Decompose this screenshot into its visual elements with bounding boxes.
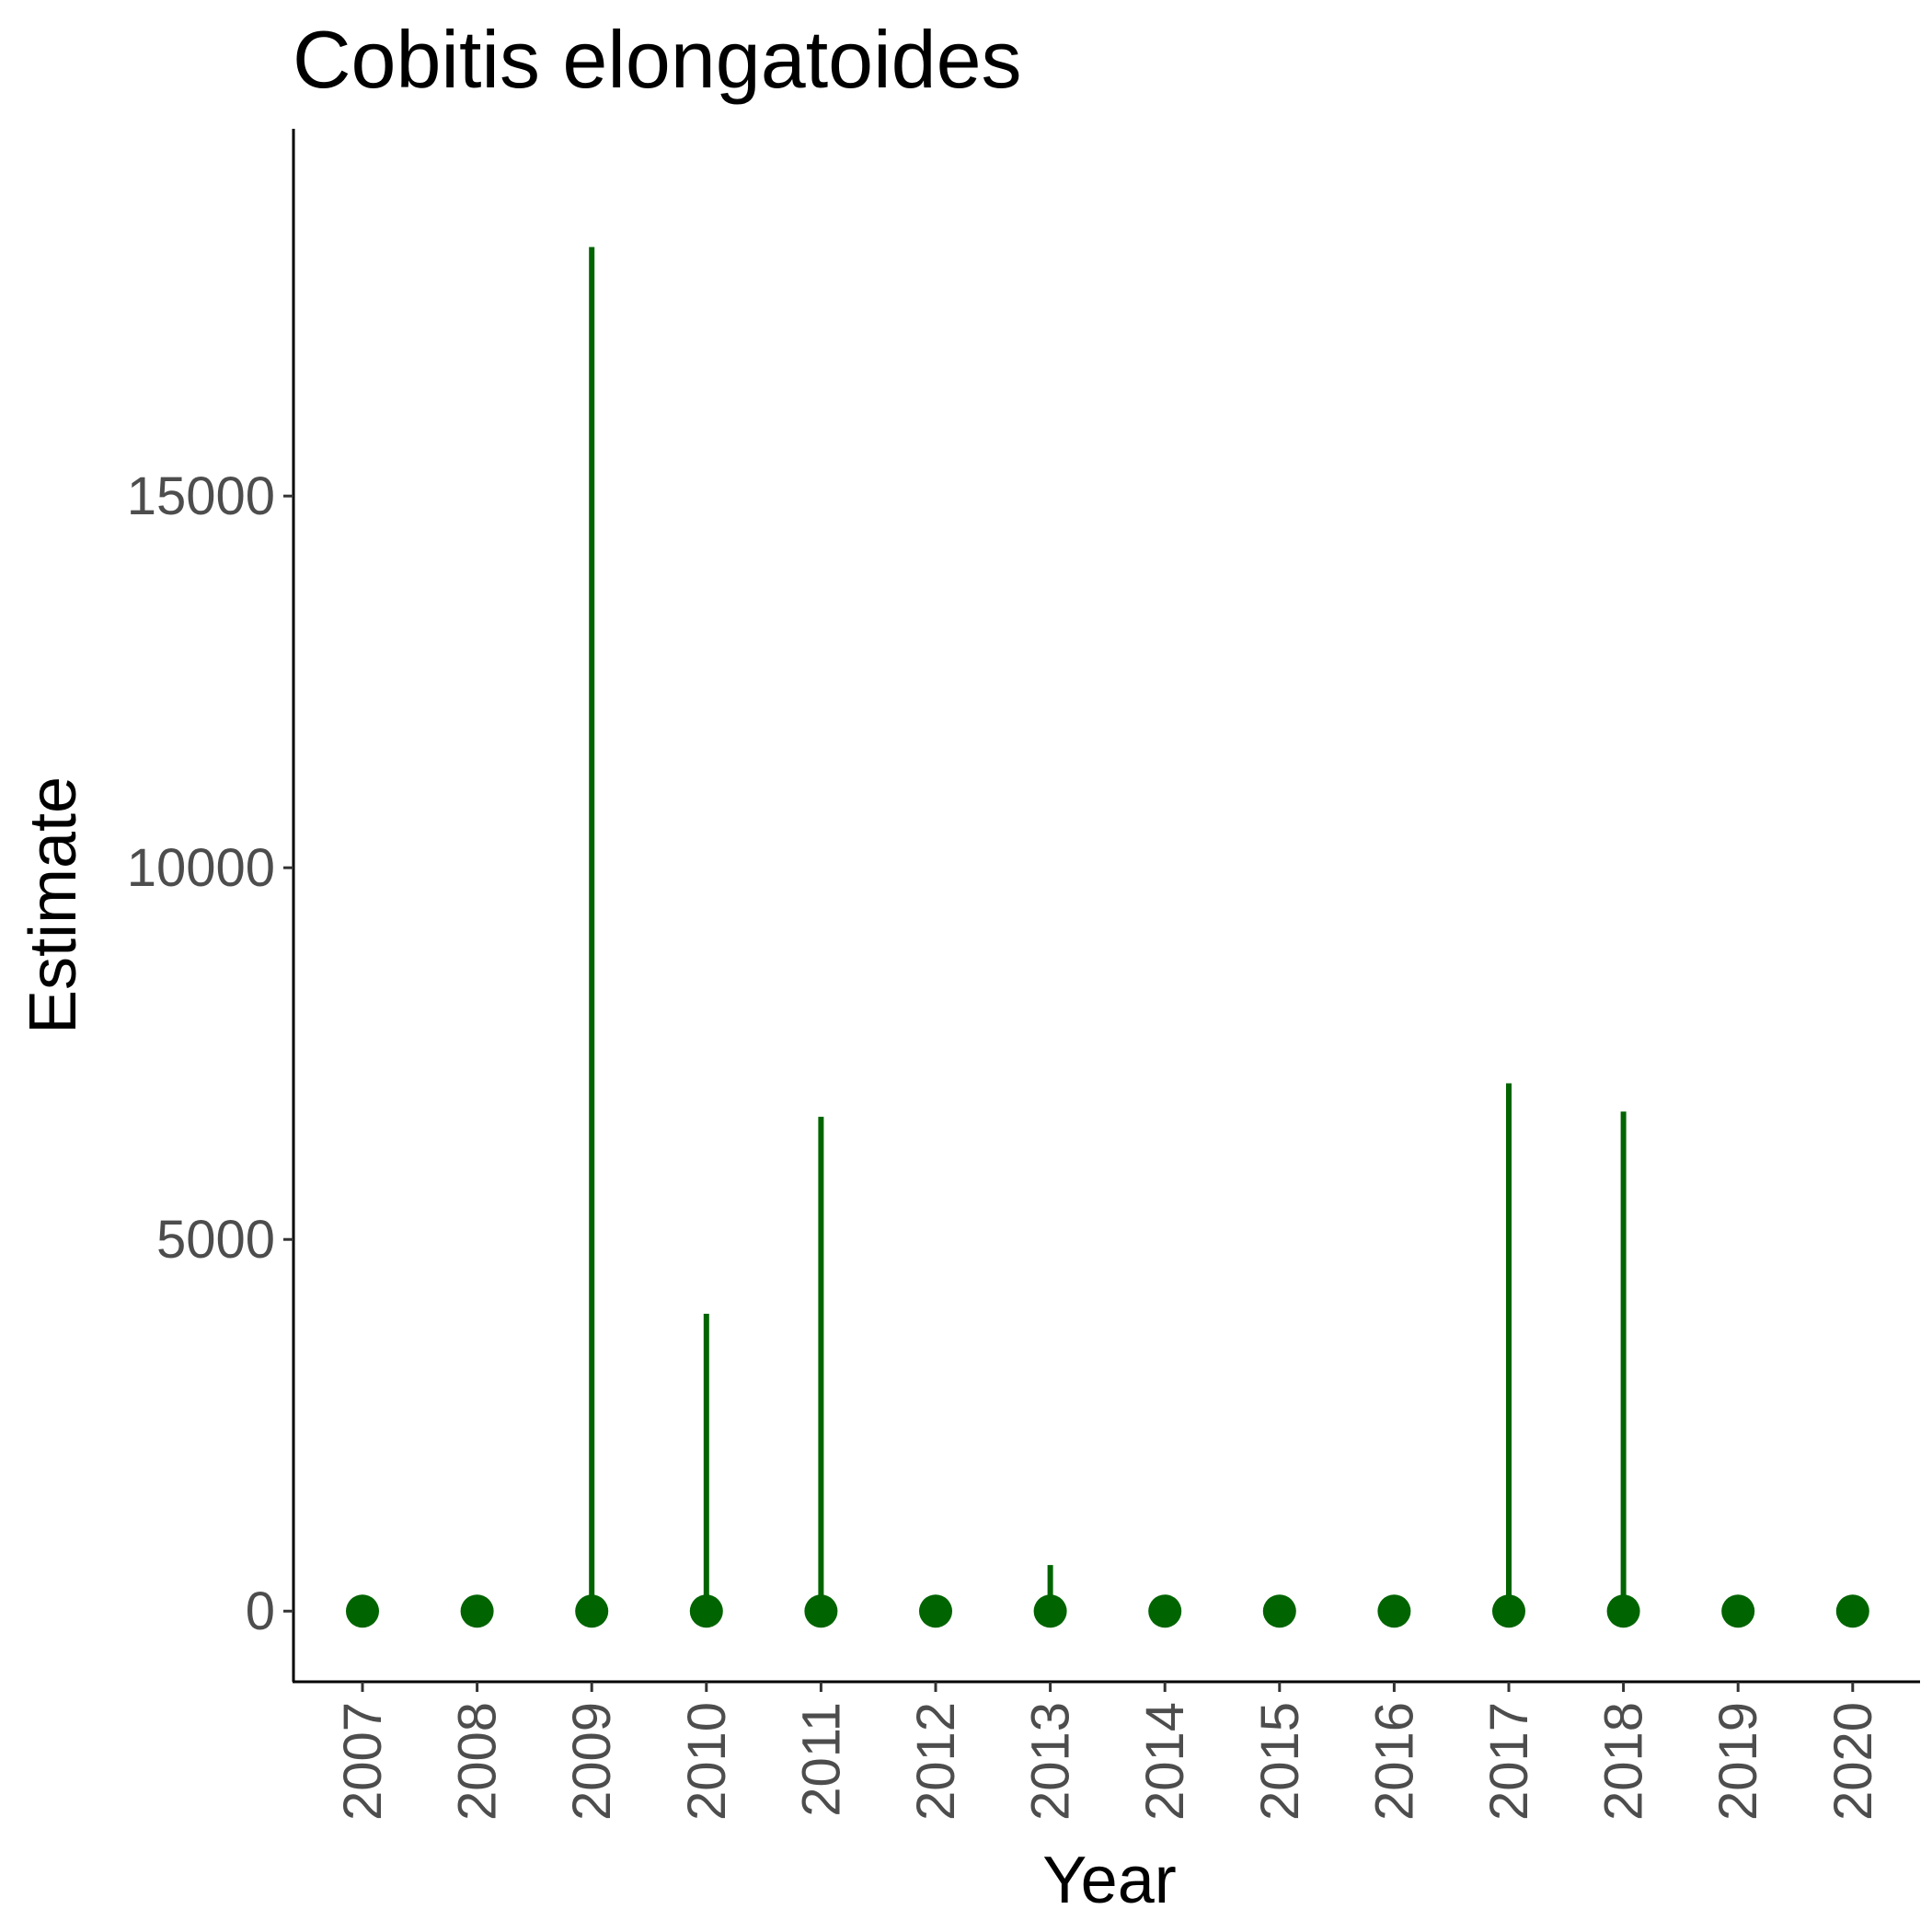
x-tick-label-2014: 2014	[1135, 1702, 1195, 1821]
x-tick-label-2019: 2019	[1708, 1702, 1768, 1821]
x-tick-label-2013: 2013	[1021, 1702, 1081, 1821]
x-tick-label-2011: 2011	[791, 1702, 851, 1817]
y-tick-label-15000: 15000	[127, 466, 275, 526]
point-2017	[1492, 1594, 1525, 1628]
plot-area	[346, 247, 1869, 1628]
y-tick-label-10000: 10000	[127, 838, 275, 898]
x-tick-label-2008: 2008	[448, 1702, 508, 1821]
x-tick-label-2016: 2016	[1364, 1702, 1424, 1821]
point-2012	[919, 1594, 952, 1628]
x-tick-label-2020: 2020	[1823, 1702, 1883, 1821]
point-2018	[1606, 1594, 1640, 1628]
point-2014	[1148, 1594, 1182, 1628]
x-tick-label-2017: 2017	[1479, 1702, 1539, 1821]
y-tick-label-5000: 5000	[156, 1210, 275, 1270]
point-2007	[346, 1594, 379, 1628]
point-2013	[1033, 1594, 1067, 1628]
point-2015	[1262, 1594, 1296, 1628]
point-2019	[1721, 1594, 1755, 1628]
x-axis-title: Year	[1042, 1844, 1176, 1917]
point-2016	[1377, 1594, 1411, 1628]
y-axis: 0 5000 10000 15000	[127, 466, 293, 1641]
y-axis-title: Estimate	[17, 776, 90, 1034]
point-2010	[689, 1594, 723, 1628]
x-tick-label-2015: 2015	[1250, 1702, 1310, 1821]
x-tick-label-2010: 2010	[677, 1702, 737, 1821]
x-tick-label-2007: 2007	[333, 1702, 393, 1821]
x-tick-label-2009: 2009	[562, 1702, 622, 1821]
point-2008	[460, 1594, 494, 1628]
x-tick-label-2018: 2018	[1594, 1702, 1654, 1821]
x-axis: 2007 2008 2009 2010 2011 2012 2013 2014 2015 2016…	[333, 1682, 1883, 1821]
point-2011	[804, 1594, 838, 1628]
y-tick-label-0: 0	[246, 1581, 275, 1641]
point-2009	[575, 1594, 609, 1628]
x-tick-label-2012: 2012	[906, 1702, 966, 1821]
chart-title: Cobitis elongatoides	[293, 14, 1022, 105]
point-2020	[1835, 1594, 1869, 1628]
